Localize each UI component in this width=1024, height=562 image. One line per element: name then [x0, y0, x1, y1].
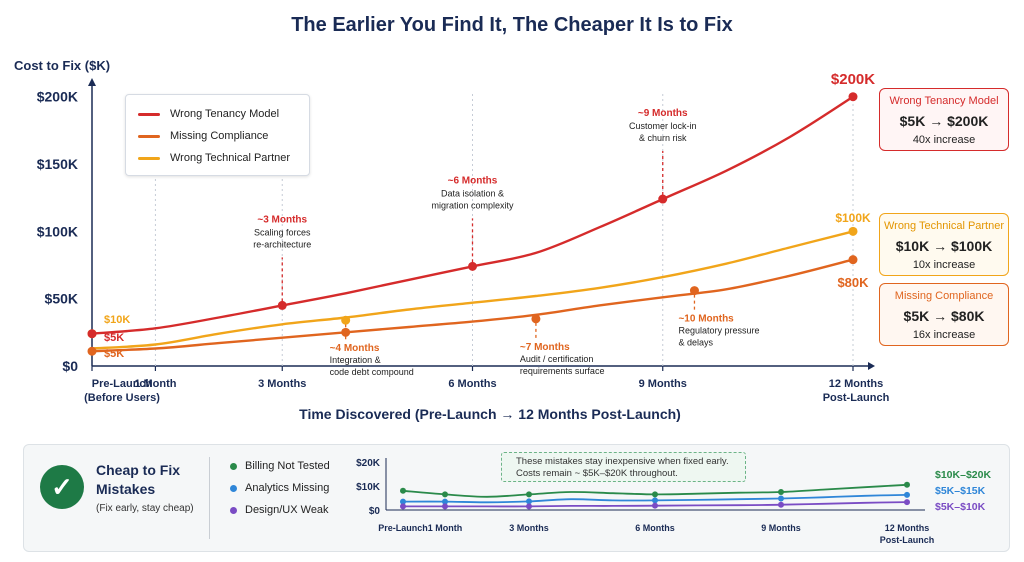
summary-box-sub: 16x increase	[912, 329, 976, 341]
annotation-text: & delays	[678, 338, 713, 348]
annotation-title: ~10 Months	[678, 314, 734, 325]
summary-box-title: Wrong Tenancy Model	[889, 95, 999, 107]
mini-legend-analytics: Analytics Missing	[230, 482, 329, 494]
cheap-note: These mistakes stay inexpensive when fix…	[501, 452, 746, 482]
legend-dot-blue	[230, 484, 237, 492]
summary-box-tenancy: Wrong Tenancy Model $5K → $200K 40x incr…	[879, 88, 1009, 151]
legend-swatch-red	[138, 112, 160, 116]
legend-dot-green	[230, 462, 237, 470]
mini-legend-label: Billing Not Tested	[245, 460, 330, 472]
series-end-label: $200K	[831, 71, 875, 88]
mini-legend-billing: Billing Not Tested	[230, 460, 330, 472]
cheap-panel-subtitle: (Fix early, stay cheap)	[96, 503, 194, 514]
y-axis-label: Cost to Fix ($K)	[14, 58, 110, 73]
legend-label: Wrong Tenancy Model	[170, 108, 280, 120]
series-start-label: $5K	[104, 332, 124, 344]
annotation-title: ~7 Months	[520, 342, 570, 353]
data-point	[277, 300, 287, 310]
mini-legend-design: Design/UX Weak	[230, 504, 329, 516]
y-tick-label: $150K	[37, 156, 78, 172]
data-point	[689, 286, 699, 296]
x-tick-label: 12 Months	[829, 378, 883, 390]
legend-swatch-yellow	[138, 156, 160, 160]
annotation-title: ~3 Months	[257, 214, 307, 225]
summary-box-value: $10K → $100K	[895, 238, 993, 254]
annotation-text: Regulatory pressure	[678, 326, 759, 336]
series-end-label: $80K	[837, 275, 869, 290]
legend-item-partner: Wrong Technical Partner	[138, 152, 290, 164]
x-tick-label: 6 Months	[448, 378, 496, 390]
legend-label: Wrong Technical Partner	[170, 152, 291, 164]
annotation-text: Audit / certification	[520, 354, 594, 364]
series-start-label: $5K	[104, 348, 124, 360]
summary-box-compliance: Missing Compliance $5K → $80K 16x increa…	[879, 283, 1009, 346]
checkmark-icon: ✓	[40, 465, 84, 509]
data-point	[341, 327, 351, 337]
summary-box-sub: 40x increase	[912, 134, 976, 146]
summary-box-partner: Wrong Technical Partner $10K → $100K 10x…	[879, 213, 1009, 276]
annotation-text: Data isolation &	[441, 188, 504, 198]
summary-box-title: Missing Compliance	[894, 290, 994, 302]
y-tick-label: $50K	[45, 291, 78, 307]
annotation-title: ~6 Months	[448, 175, 498, 186]
x-tick-label: 1 Month	[134, 378, 176, 390]
annotation-text: migration complexity	[431, 200, 514, 210]
legend-label: Missing Compliance	[170, 130, 269, 142]
panel-divider	[209, 457, 210, 539]
annotation-text: & churn risk	[639, 133, 687, 143]
data-point	[848, 255, 858, 265]
data-point	[468, 261, 477, 271]
x-axis-label: Time Discovered (Pre-Launch → 12 Months …	[299, 406, 681, 422]
series-line	[90, 230, 855, 350]
y-tick-label: $200K	[37, 89, 78, 105]
data-point	[531, 314, 541, 324]
y-axis-arrow-icon	[88, 78, 96, 86]
x-tick-label: (Before Users)	[84, 392, 160, 404]
summary-box-sub: 10x increase	[912, 259, 976, 271]
y-tick-label: $0	[62, 358, 78, 374]
y-tick-label: $100K	[37, 223, 78, 239]
x-tick-label: Post-Launch	[823, 392, 890, 404]
summary-box-title: Wrong Technical Partner	[883, 220, 1005, 232]
annotation-title: ~4 Months	[330, 343, 380, 354]
annotation-text: Customer lock-in	[629, 121, 697, 131]
summary-box-value: $5K → $80K	[903, 308, 985, 324]
annotation-text: requirements surface	[520, 366, 605, 376]
series-end-label: $100K	[835, 211, 871, 225]
annotation-title: ~9 Months	[638, 108, 688, 119]
series-start-label: $10K	[104, 314, 130, 326]
annotation-text: Scaling forces	[254, 227, 311, 237]
legend-item-tenancy: Wrong Tenancy Model	[138, 108, 279, 120]
annotation-text: code debt compound	[330, 367, 414, 377]
mini-legend-label: Design/UX Weak	[245, 504, 329, 516]
x-axis-arrow-icon	[868, 362, 875, 370]
annotation-text: Integration &	[330, 355, 381, 365]
data-point	[848, 226, 858, 236]
summary-box-value: $5K → $200K	[899, 113, 989, 129]
cheap-mistakes-panel: ✓ Cheap to Fix Mistakes (Fix early, stay…	[23, 444, 1010, 552]
x-tick-label: 3 Months	[258, 378, 306, 390]
note-line: Costs remain ~ $5K–$20K throughout.	[516, 468, 678, 479]
annotation-text: re-architecture	[253, 239, 311, 249]
x-tick-label: 9 Months	[639, 378, 687, 390]
mini-legend-label: Analytics Missing	[245, 482, 330, 494]
x-tick-label: Pre-Launch	[92, 378, 153, 390]
legend-dot-purple	[230, 506, 237, 514]
data-point	[87, 346, 97, 356]
legend-item-compliance: Missing Compliance	[138, 130, 268, 142]
note-line: These mistakes stay inexpensive when fix…	[516, 456, 729, 467]
series-line	[90, 258, 855, 353]
cheap-panel-title: Cheap to Fix Mistakes	[96, 462, 181, 497]
page-title: The Earlier You Find It, The Cheaper It …	[291, 14, 733, 36]
legend-swatch-orange	[138, 134, 160, 138]
chart-legend: Wrong Tenancy Model Missing Compliance W…	[125, 94, 310, 176]
data-point	[341, 315, 351, 325]
data-point	[658, 194, 668, 204]
data-point	[848, 92, 858, 102]
data-point	[87, 329, 97, 339]
